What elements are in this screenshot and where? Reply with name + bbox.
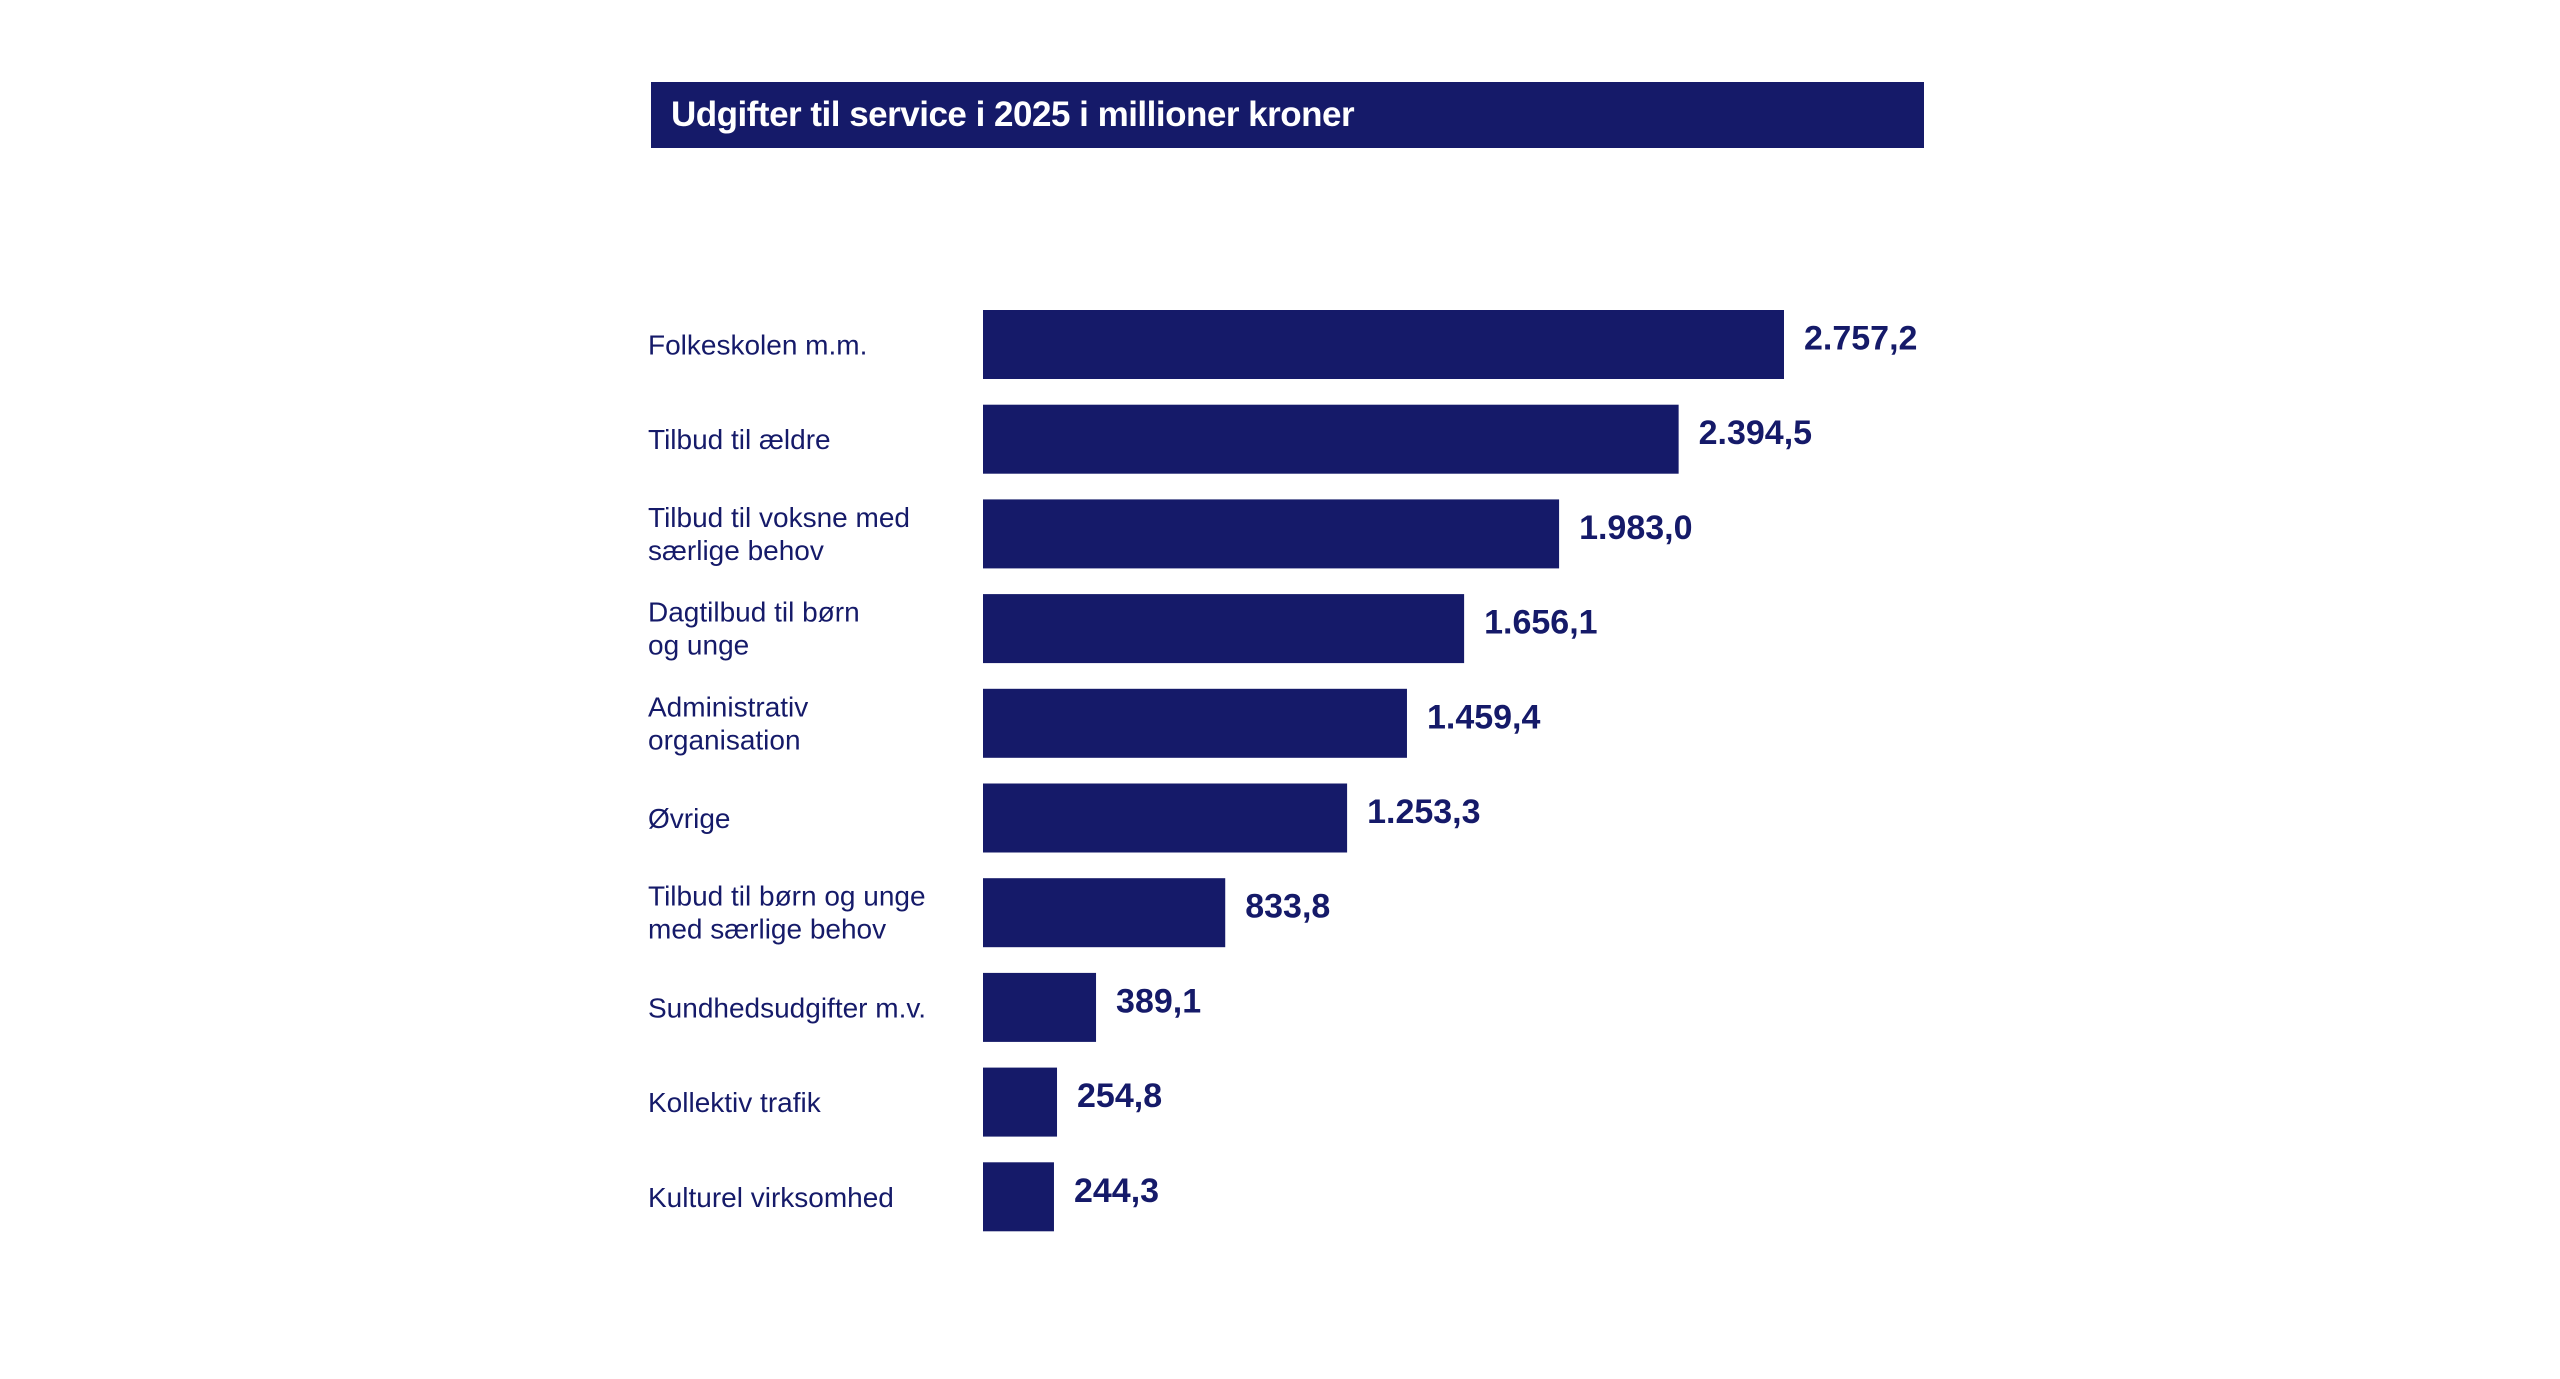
value-label: 1.253,3 xyxy=(1367,793,1480,831)
category-label: Kollektiv trafik xyxy=(648,1087,822,1118)
value-label: 389,1 xyxy=(1116,982,1201,1020)
bar xyxy=(983,499,1560,569)
bar xyxy=(983,878,1226,948)
chart-title: Udgifter til service i 2025 i millioner … xyxy=(671,95,1355,134)
value-label: 1.656,1 xyxy=(1484,604,1597,642)
value-label: 254,8 xyxy=(1077,1077,1162,1115)
bar xyxy=(983,783,1348,853)
category-label: Sundhedsudgifter m.v. xyxy=(648,992,926,1023)
bar xyxy=(983,594,1465,664)
value-label: 1.459,4 xyxy=(1427,698,1541,736)
bar xyxy=(983,310,1784,379)
bar xyxy=(983,972,1097,1042)
value-label: 244,3 xyxy=(1074,1172,1159,1210)
category-label: Tilbud til børn og unge med særlige behov xyxy=(648,881,926,945)
value-label: 1.983,0 xyxy=(1579,509,1692,547)
category-label: Folkeskolen m.m. xyxy=(648,330,867,361)
value-label: 2.394,5 xyxy=(1699,414,1812,452)
category-label: Tilbud til voksne med særlige behov xyxy=(648,502,910,566)
chart-title-bar: Udgifter til service i 2025 i millioner … xyxy=(651,82,1924,148)
category-label: Kulturel virksomhed xyxy=(648,1182,894,1213)
category-label: Tilbud til ældre xyxy=(648,424,831,455)
category-label: Dagtilbud til børn og unge xyxy=(648,597,860,661)
bar xyxy=(983,404,1679,474)
value-label: 2.757,2 xyxy=(1804,320,1917,358)
category-label: Administrativ organisation xyxy=(648,691,808,755)
bar xyxy=(983,1162,1054,1232)
bar xyxy=(983,688,1407,758)
value-label: 833,8 xyxy=(1245,888,1330,926)
bar xyxy=(983,1067,1058,1137)
category-label: Øvrige xyxy=(648,803,730,834)
